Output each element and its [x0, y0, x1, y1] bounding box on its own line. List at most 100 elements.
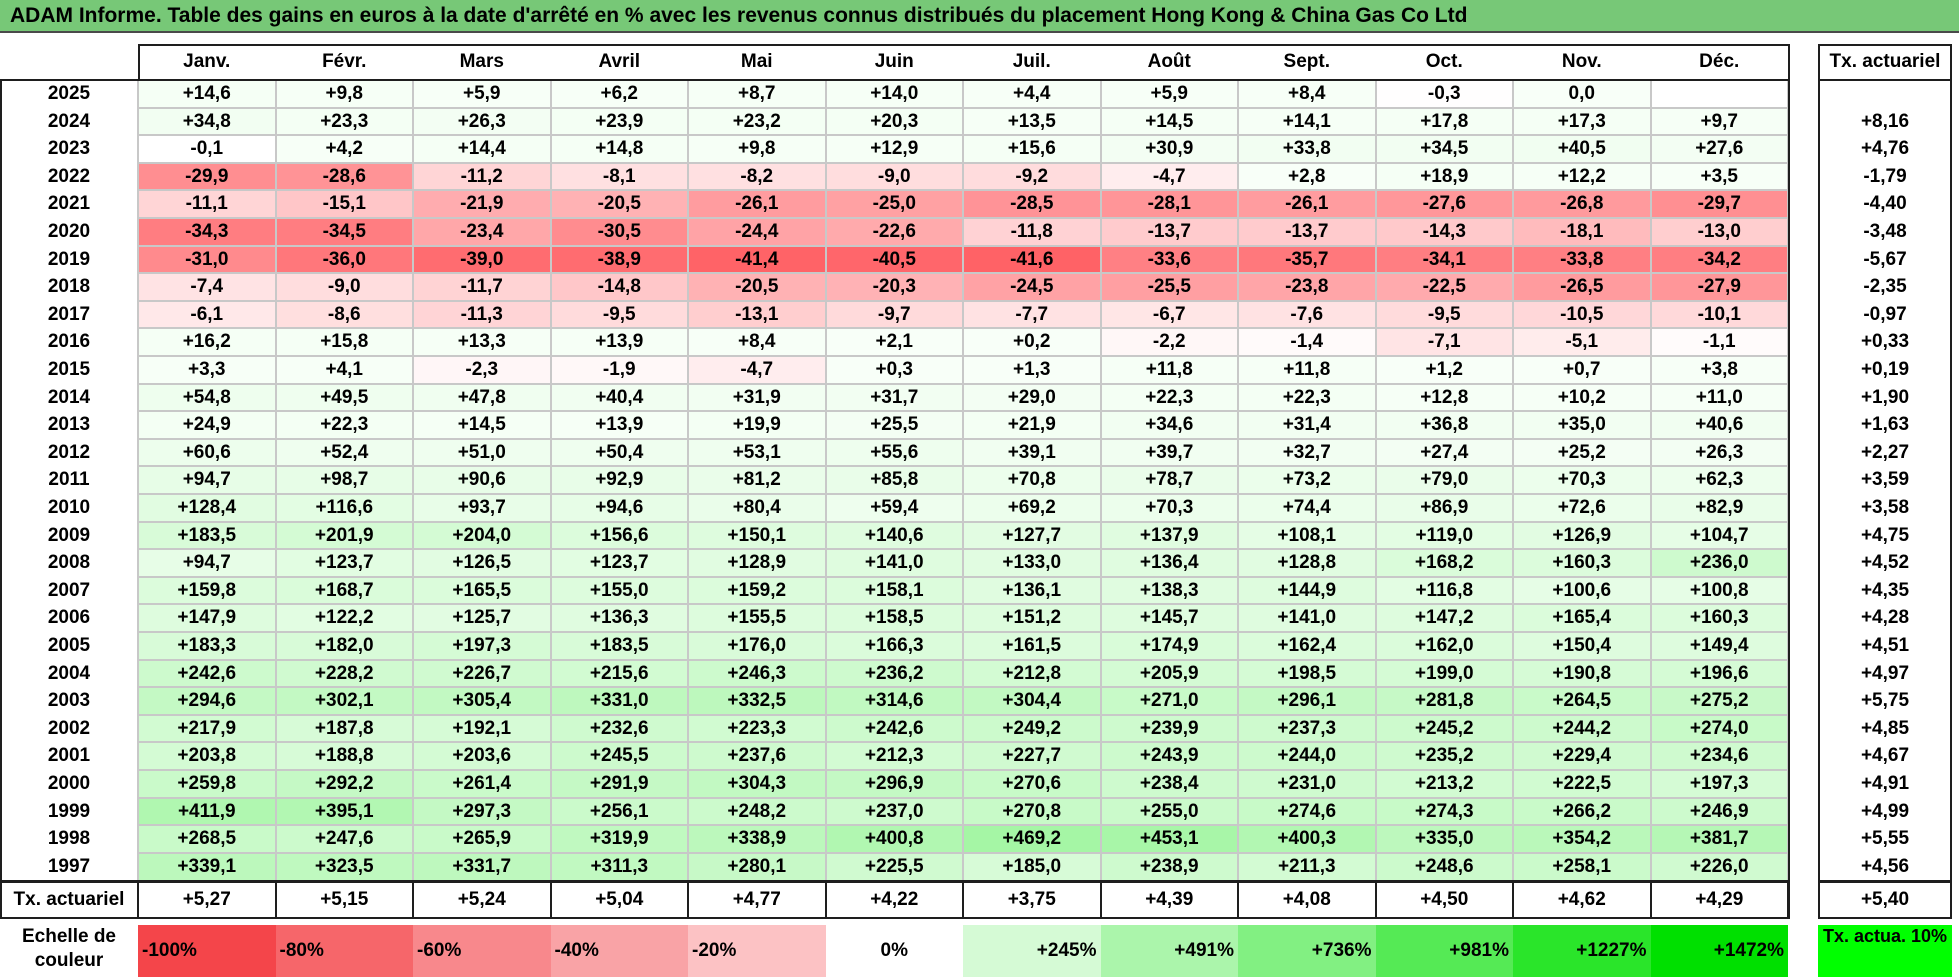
heatmap-cell: +100,8 [1650, 576, 1788, 605]
year-label: 2022 [47, 165, 91, 187]
heatmap-cell: +136,4 [1100, 549, 1238, 577]
heatmap-cell: -9,0 [825, 162, 963, 191]
grid-line [1649, 80, 1652, 881]
grid-line [138, 575, 1788, 578]
heatmap-cell: -7,7 [963, 300, 1101, 329]
heatmap-cell: +239,9 [1100, 714, 1238, 743]
heatmap-cell: -29,9 [138, 162, 276, 191]
heatmap-cell: -0,1 [138, 135, 276, 163]
heatmap-cell: +19,9 [688, 411, 826, 439]
heatmap-cell: +297,3 [413, 797, 551, 826]
grid-line [137, 80, 139, 881]
heatmap-cell: +94,6 [550, 494, 688, 522]
month-header: Janv. [183, 51, 231, 72]
heatmap-cell: +158,1 [825, 576, 963, 605]
heatmap-cell: +242,6 [138, 659, 276, 688]
rate-header-frame [1818, 44, 1952, 81]
heatmap-cell: +136,1 [963, 576, 1101, 605]
heatmap-cell: +11,0 [1650, 383, 1788, 412]
heatmap-cell: +222,5 [1513, 770, 1651, 798]
heatmap-cell: -2,3 [413, 356, 551, 384]
heatmap-cell: -8,6 [275, 300, 413, 329]
heatmap-cell: +33,8 [1238, 135, 1376, 163]
heatmap-cell: +54,8 [138, 383, 276, 412]
heatmap-cell: +234,6 [1650, 742, 1788, 770]
heatmap-cell: +0,7 [1513, 356, 1651, 384]
heatmap-cell: +151,2 [963, 604, 1101, 632]
heatmap-cell: +5,9 [1100, 80, 1238, 108]
grid-line [138, 713, 1788, 716]
heatmap-cell: +274,3 [1375, 797, 1513, 826]
heatmap-cell: -10,1 [1650, 300, 1788, 329]
heatmap-cell: +70,3 [1513, 466, 1651, 494]
heatmap-cell: -23,4 [413, 218, 551, 246]
heatmap-cell: -20,3 [825, 273, 963, 301]
grid-line [138, 493, 1788, 495]
rate-cell: +0,19 [1860, 359, 1910, 380]
heatmap-cell: +14,6 [138, 80, 276, 108]
year-label: 2013 [47, 414, 91, 436]
footer-divider [549, 881, 552, 920]
heatmap-cell: -20,5 [688, 273, 826, 301]
heatmap-cell: +188,8 [275, 742, 413, 770]
footer-value: +4,77 [732, 889, 781, 911]
heatmap-cell: -1,4 [1238, 328, 1376, 356]
heatmap-cell: +8,4 [688, 328, 826, 356]
footer-divider [1787, 881, 1789, 920]
heatmap-cell: +264,5 [1513, 687, 1651, 715]
heatmap-cell: +199,0 [1375, 659, 1513, 688]
grid-line [138, 520, 1788, 523]
heatmap-cell: -22,6 [825, 218, 963, 246]
grid-line [138, 465, 1788, 468]
heatmap-cell: -9,2 [963, 162, 1101, 191]
rate-cell: -4,40 [1863, 193, 1907, 215]
heatmap-cell: +14,0 [825, 80, 963, 108]
grid-line [1512, 80, 1514, 881]
heatmap-cell: +141,0 [1238, 604, 1376, 632]
heatmap-cell: -26,8 [1513, 190, 1651, 218]
heatmap-cell: +90,6 [413, 466, 551, 494]
heatmap-cell: +30,9 [1100, 135, 1238, 163]
color-scale-stop: -20% [688, 925, 826, 977]
heatmap-cell: +335,0 [1375, 825, 1513, 853]
color-scale-stop: +736% [1238, 925, 1376, 977]
heatmap-cell: +249,2 [963, 714, 1101, 743]
heatmap-cell: +127,7 [963, 521, 1101, 550]
heatmap-cell: -13,7 [1238, 218, 1376, 246]
heatmap-cell: +34,8 [138, 107, 276, 136]
heatmap-cell: 0,0 [1513, 80, 1651, 108]
grid-line [138, 327, 1788, 330]
heatmap-cell: +261,4 [413, 770, 551, 798]
heatmap-cell: +74,4 [1238, 494, 1376, 522]
heatmap-cell: +304,3 [688, 770, 826, 798]
grid-line [824, 80, 827, 881]
heatmap-cell: +26,3 [1650, 438, 1788, 467]
heatmap-cell: -6,7 [1100, 300, 1238, 329]
heatmap-cell: +4,1 [275, 356, 413, 384]
heatmap-cell: +145,7 [1100, 604, 1238, 632]
heatmap-cell: +205,9 [1100, 659, 1238, 688]
heatmap-cell: +248,6 [1375, 852, 1513, 881]
heatmap-cell: +453,1 [1100, 825, 1238, 853]
heatmap-cell: +128,9 [688, 549, 826, 577]
heatmap-cell: +256,1 [550, 797, 688, 826]
rate-cell: -1,79 [1863, 165, 1907, 187]
heatmap-cell: +79,0 [1375, 466, 1513, 494]
heatmap-cell: +156,6 [550, 521, 688, 550]
heatmap-cell: +201,9 [275, 521, 413, 550]
heatmap-cell: +39,7 [1100, 438, 1238, 467]
color-scale-stop: +1227% [1513, 925, 1651, 977]
heatmap-cell: +104,7 [1650, 521, 1788, 550]
heatmap-cell: -1,9 [550, 356, 688, 384]
color-scale-stop: -40% [550, 925, 688, 977]
heatmap-cell: +265,9 [413, 825, 551, 853]
year-label: 1997 [47, 855, 91, 877]
heatmap-cell: +242,6 [825, 714, 963, 743]
heatmap-cell: +332,5 [688, 687, 826, 715]
heatmap-cell: +9,8 [688, 135, 826, 163]
heatmap-cell: +311,3 [550, 852, 688, 881]
grid-line [138, 437, 1788, 440]
heatmap-cell: +21,9 [963, 411, 1101, 439]
heatmap-cell: +11,8 [1238, 356, 1376, 384]
heatmap-cell: +23,9 [550, 107, 688, 136]
